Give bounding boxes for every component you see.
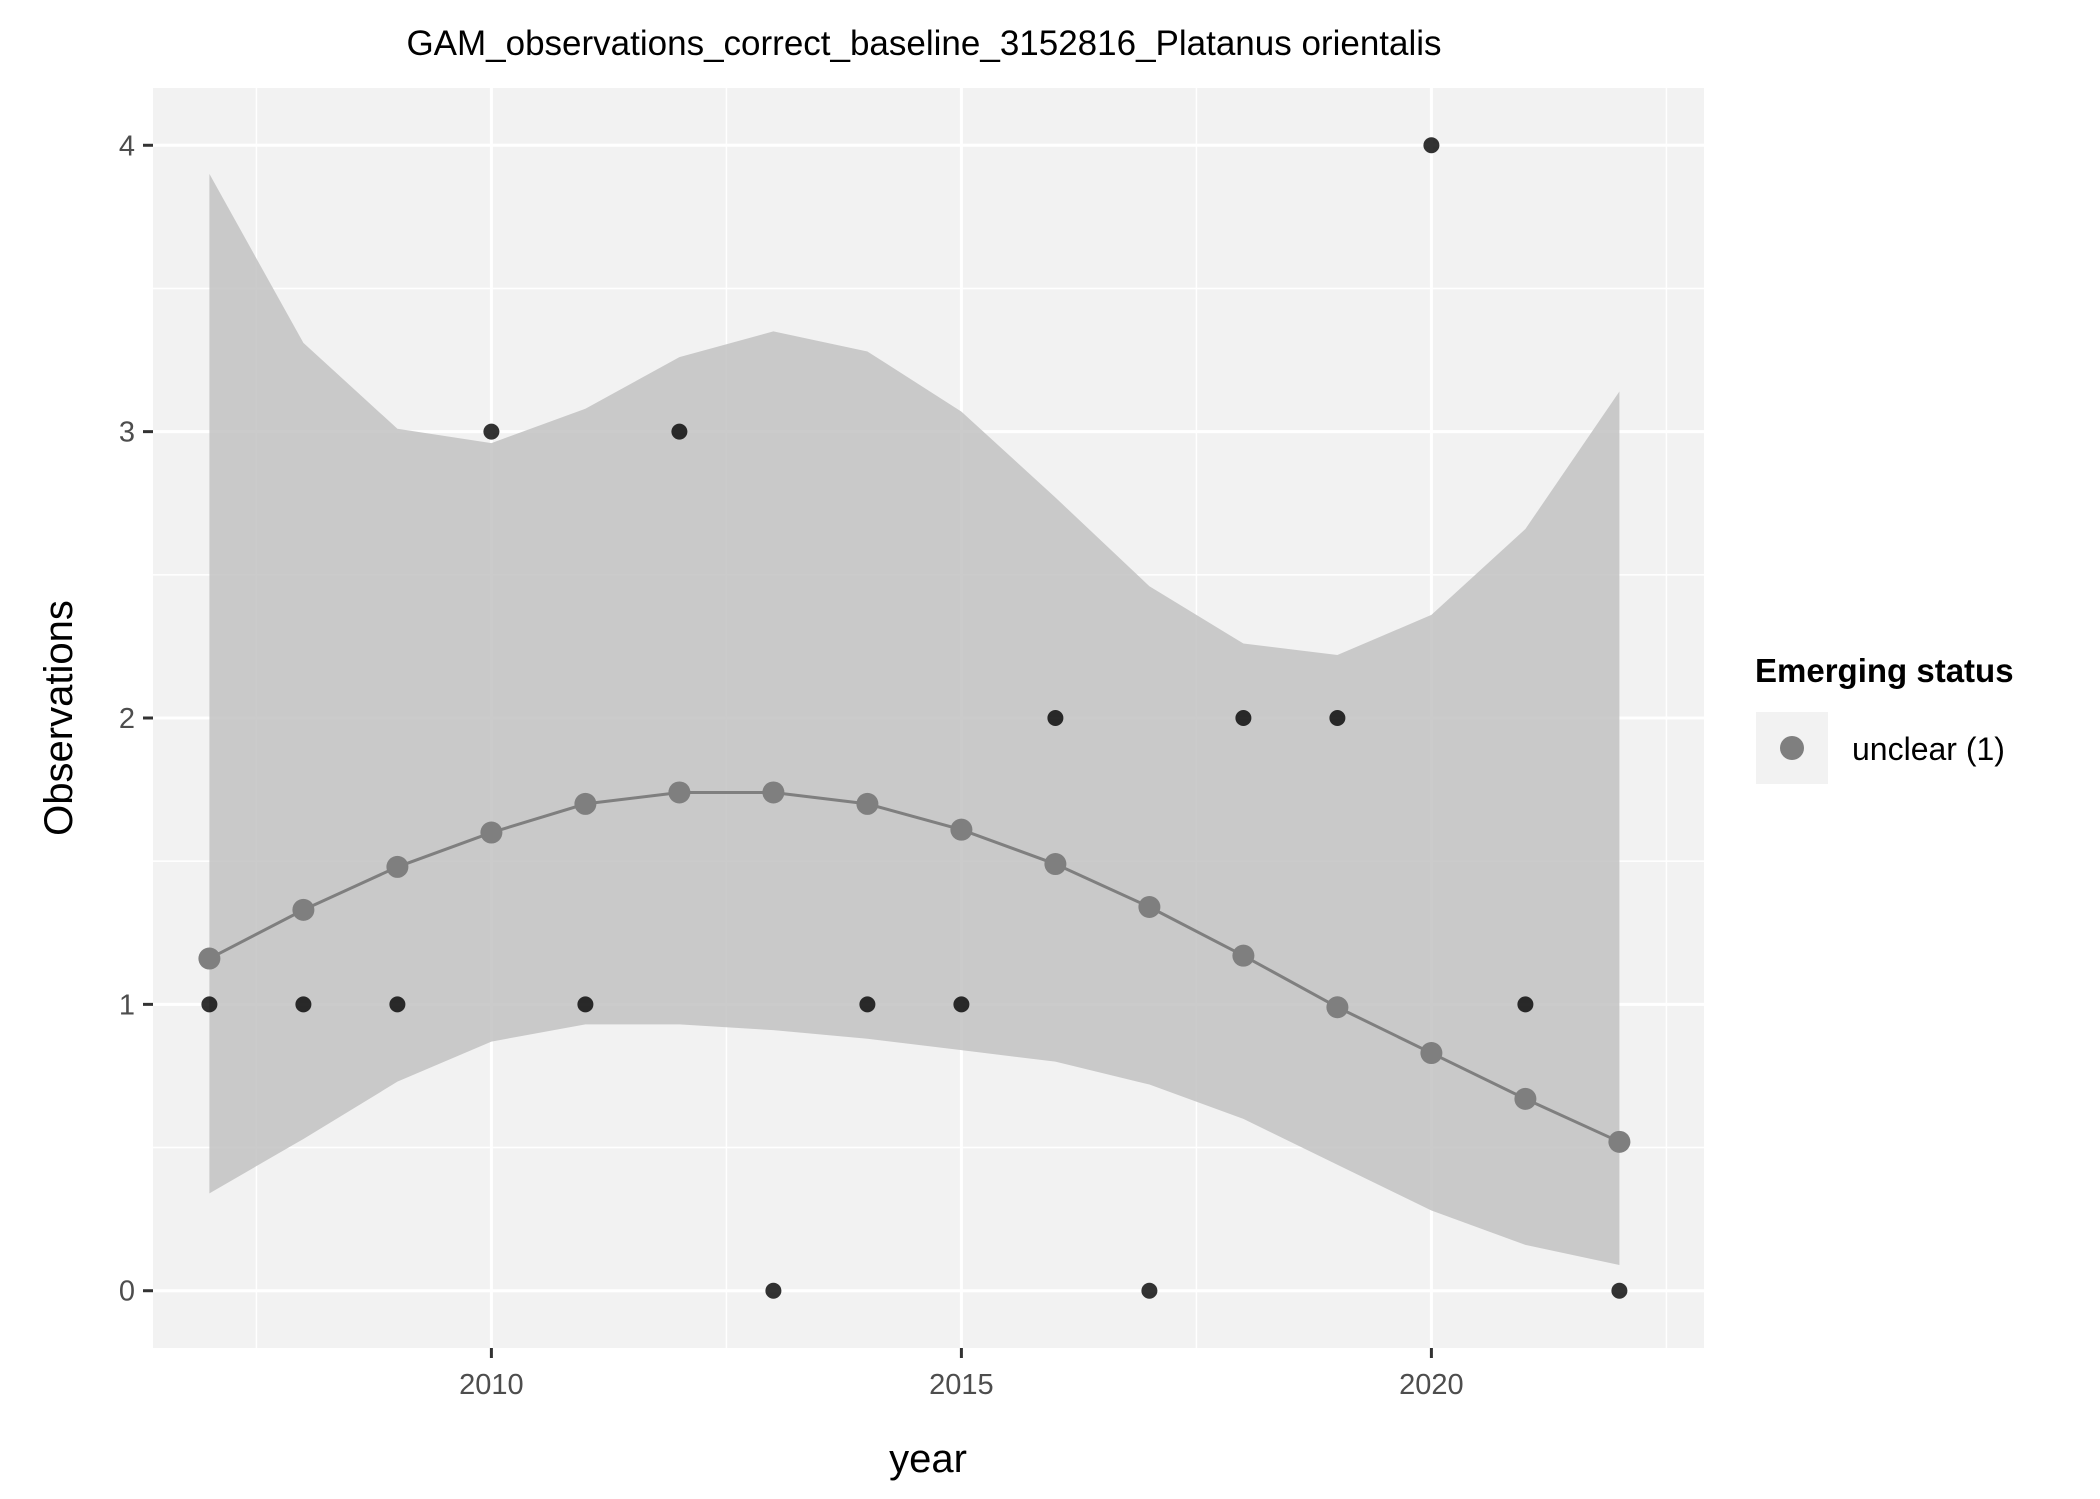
observation-point	[859, 996, 876, 1013]
observation-point	[765, 1282, 782, 1299]
x-tick-label: 2015	[929, 1369, 994, 1401]
x-axis-title: year	[889, 1437, 967, 1481]
legend-dot	[1780, 736, 1804, 760]
plot-title: GAM_observations_correct_baseline_315281…	[406, 24, 1441, 63]
x-tick-label: 2020	[1399, 1369, 1464, 1401]
x-axis: 2010 2015 2020	[459, 1348, 1464, 1401]
observation-point	[1141, 1282, 1158, 1299]
fit-point	[668, 781, 691, 804]
fit-point	[856, 792, 879, 815]
observation-point	[671, 423, 688, 440]
observation-point	[1611, 1282, 1628, 1299]
legend: Emerging status unclear (1)	[1755, 652, 2014, 784]
observation-point	[1329, 710, 1346, 726]
observation-point	[953, 996, 970, 1013]
fit-point	[386, 855, 409, 878]
fit-line	[208, 790, 1621, 1144]
fit-point	[480, 821, 503, 844]
confidence-band	[209, 173, 1620, 1265]
legend-entry-label: unclear (1)	[1852, 731, 2005, 767]
fit-point	[574, 792, 597, 815]
observation-point	[483, 423, 500, 440]
y-axis-title: Observations	[37, 600, 81, 836]
observation-point	[1517, 996, 1534, 1013]
fit-point	[1420, 1042, 1443, 1065]
fit-point	[1044, 853, 1067, 876]
fit-points	[198, 781, 1631, 1153]
x-tick-label: 2010	[459, 1369, 524, 1401]
fit-point	[292, 898, 315, 921]
fit-point	[1138, 896, 1161, 918]
y-tick-label: 0	[119, 1276, 135, 1308]
legend-title: Emerging status	[1755, 652, 2014, 689]
observation-point	[1235, 710, 1252, 726]
observation-point	[577, 996, 594, 1013]
fit-point	[1608, 1130, 1631, 1153]
y-tick-label: 3	[119, 417, 135, 449]
y-tick-label: 4	[119, 130, 135, 162]
fit-point	[1326, 996, 1349, 1019]
y-tick-label: 1	[119, 989, 135, 1021]
fit-point	[762, 781, 785, 804]
observation-point	[201, 996, 218, 1013]
y-axis: 0 1 2 3 4	[119, 130, 153, 1308]
fit-point	[950, 818, 973, 841]
observation-point	[1423, 137, 1440, 154]
fit-point	[1232, 944, 1255, 967]
fit-point	[1514, 1087, 1537, 1110]
observation-point	[295, 996, 312, 1013]
observation-point	[389, 996, 406, 1013]
y-tick-label: 2	[119, 703, 135, 735]
observation-point	[1047, 710, 1064, 726]
observation-points	[201, 137, 1628, 1299]
fit-point	[198, 947, 221, 970]
